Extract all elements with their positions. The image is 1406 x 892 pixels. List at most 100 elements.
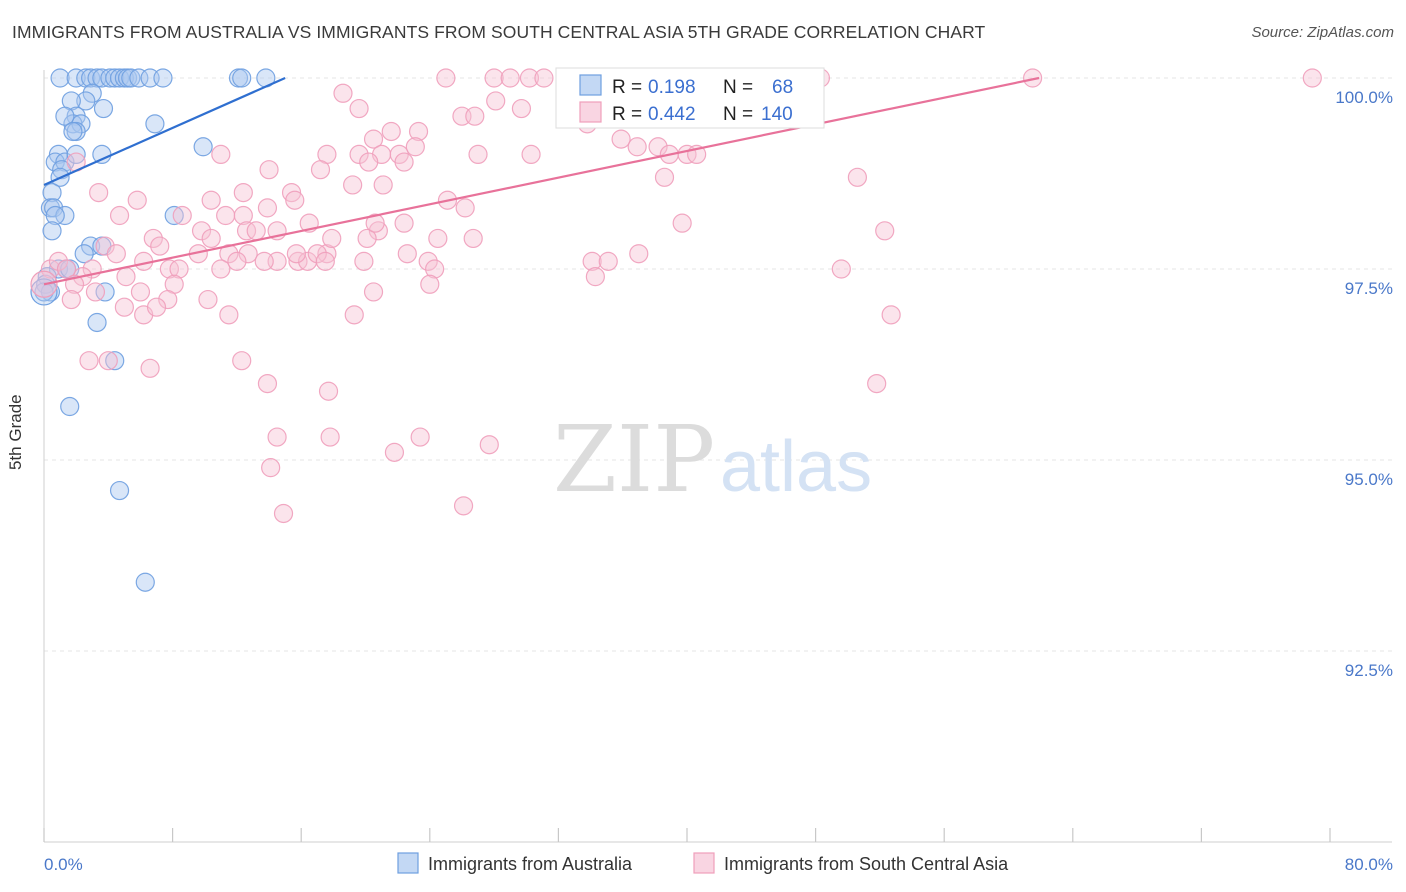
y-tick-label-2: 97.5%: [1345, 279, 1393, 298]
south-central-asia-point-93: [116, 267, 136, 287]
legend-swatch-south-central-asia: [693, 852, 715, 874]
south-central-asia-point-67: [428, 228, 448, 249]
south-central-asia-point-32: [359, 152, 379, 172]
south-central-asia-point-58: [127, 190, 147, 210]
south-central-asia-point-4: [534, 68, 554, 88]
watermark-zip: ZIP: [553, 406, 715, 513]
australia-point-23: [93, 98, 114, 119]
south-central-asia-point-55: [317, 244, 337, 264]
south-central-asia-point-11: [333, 83, 353, 103]
stats-n-label-australia: N =: [723, 77, 753, 98]
australia-point-12: [129, 68, 149, 88]
south-central-asia-point-78: [307, 244, 327, 264]
south-central-asia-point-3: [519, 68, 540, 88]
south-central-asia-point-96: [425, 259, 445, 279]
south-central-asia-point-133: [598, 251, 618, 271]
australia-point-14: [153, 68, 173, 88]
stats-r-value-south-central-asia: 0.442: [648, 104, 696, 125]
australia-point-16: [232, 68, 252, 88]
australia-point-39: [45, 205, 65, 226]
south-central-asia-point-122: [867, 374, 887, 394]
south-central-asia-point-86: [169, 259, 189, 279]
south-central-asia-point-85: [159, 259, 179, 279]
stats-n-value-australia: 68: [772, 77, 793, 98]
legend-label-australia: Immigrants from Australia: [428, 854, 633, 874]
south-central-asia-point-100: [56, 259, 77, 279]
south-central-asia-point-47: [201, 190, 221, 210]
south-central-asia-point-115: [257, 374, 278, 394]
australia-point-37: [44, 198, 64, 218]
australia-point-52: [95, 282, 115, 302]
south-central-asia-point-52: [172, 205, 192, 226]
south-central-asia-point-57: [109, 205, 130, 226]
chart-title: IMMIGRANTS FROM AUSTRALIA VS IMMIGRANTS …: [12, 22, 986, 42]
south-central-asia-point-0: [436, 68, 456, 88]
legend-swatch-australia: [397, 852, 419, 874]
australia-point-26: [145, 114, 165, 134]
axes: [43, 70, 1392, 843]
australia-point-54: [105, 351, 125, 371]
south-central-asia-point-87: [211, 259, 231, 279]
south-central-asia-point-40: [233, 183, 253, 203]
south-central-asia-point-51: [216, 205, 236, 226]
south-central-asia-point-10: [1302, 68, 1322, 88]
australia-point-44: [74, 244, 94, 264]
watermark-atlas: atlas: [720, 427, 872, 507]
australia-point-38: [55, 205, 75, 226]
south-central-asia-point-16: [465, 106, 485, 126]
south-central-asia-point-12: [486, 91, 506, 111]
south-central-asia-point-121: [875, 221, 895, 241]
south-central-asia-point-71: [150, 236, 170, 256]
south-central-asia-point-97: [420, 274, 440, 294]
south-central-asia-point-24: [611, 129, 631, 149]
south-central-asia-point-129: [384, 442, 405, 462]
south-central-asia-point-25: [627, 137, 647, 157]
australia-point-18: [82, 83, 102, 103]
south-central-asia-point-89: [286, 244, 306, 264]
south-central-asia-point-19: [363, 129, 384, 149]
australia-point-11: [121, 68, 141, 88]
south-central-asia-point-118: [672, 213, 692, 233]
south-central-asia-point-117: [629, 244, 649, 264]
south-central-asia-point-114: [232, 351, 252, 371]
australia-point-59: [63, 121, 83, 142]
south-central-asia-point-99: [48, 251, 69, 271]
south-central-asia-point-104: [158, 289, 178, 310]
south-central-asia-point-92: [85, 282, 106, 302]
south-central-asia-point-23: [405, 137, 425, 157]
watermark: ZIP atlas: [553, 406, 872, 513]
south-central-asia-point-69: [143, 228, 163, 249]
south-central-asia-point-2: [500, 68, 520, 88]
south-central-asia-point-21: [408, 121, 429, 142]
y-tick-labels: 92.5% 95.0% 97.5% 100.0%: [1335, 88, 1393, 680]
australia-point-19: [76, 91, 96, 111]
series-south-central-asia: [30, 68, 1322, 524]
south-central-asia-point-108: [146, 297, 167, 317]
south-central-asia-point-111: [79, 351, 99, 371]
south-central-asia-point-70: [95, 236, 115, 256]
stats-swatch-australia: [579, 74, 602, 96]
trend-lines: [43, 76, 1040, 286]
south-central-asia-point-64: [365, 213, 385, 233]
south-central-asia-point-66: [394, 213, 414, 233]
south-central-asia-point-61: [236, 221, 257, 241]
south-central-asia-point-79: [315, 251, 335, 271]
south-central-asia-point-80: [354, 251, 374, 271]
south-central-asia-point-65: [322, 228, 342, 249]
stats-r-value-australia: 0.198: [648, 77, 696, 98]
australia-point-27: [193, 137, 213, 157]
south-central-asia-point-56: [357, 228, 377, 249]
south-central-asia-point-106: [219, 305, 239, 325]
south-central-asia-point-95: [227, 251, 247, 271]
south-central-asia-point-13: [349, 98, 369, 119]
australia-point-40: [42, 221, 62, 241]
australia-point-42: [81, 236, 101, 256]
australia-point-8: [109, 68, 130, 88]
south-central-asia-point-130: [261, 458, 281, 478]
y-tick-label-3: 100.0%: [1335, 88, 1393, 107]
south-central-asia-point-81: [397, 244, 417, 264]
south-central-asia-point-132: [273, 503, 294, 524]
south-central-asia-point-68: [463, 228, 483, 249]
south-central-asia-point-123: [847, 167, 867, 187]
south-central-asia-point-48: [257, 198, 278, 218]
